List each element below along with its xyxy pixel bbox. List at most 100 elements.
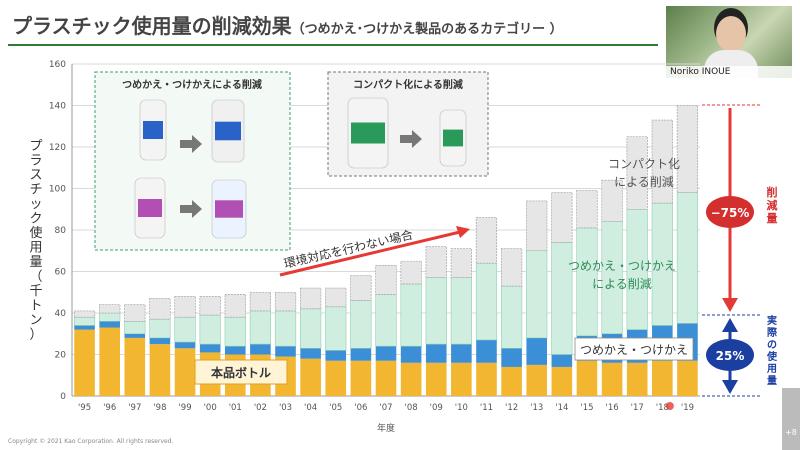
bar-segment xyxy=(400,283,422,347)
bar-segment xyxy=(124,333,146,338)
reduction-pct: −75% xyxy=(711,206,750,220)
bar-segment xyxy=(224,294,246,318)
inset-refill-title: つめかえ・つけかえによる削減 xyxy=(122,78,262,91)
bar-segment xyxy=(325,350,347,361)
bottle-label-box xyxy=(194,359,288,385)
x-tick-label: '97 xyxy=(128,403,141,413)
bar-segment xyxy=(325,287,347,308)
x-tick-label: '13 xyxy=(530,403,543,413)
x-tick-label: '08 xyxy=(405,403,418,413)
bar-segment xyxy=(375,360,397,396)
page-badge[interactable]: +8 xyxy=(782,388,800,450)
y-tick-label: 80 xyxy=(55,226,67,236)
x-tick-label: '04 xyxy=(304,403,317,413)
subtitle-text: （つめかえ･つけかえ製品のあるカテゴリー ） xyxy=(291,22,563,37)
y-axis-label-char: ク xyxy=(29,212,42,227)
bar-segment xyxy=(275,346,296,357)
bar-segment xyxy=(174,316,196,343)
y-axis-label-char: チ xyxy=(29,183,42,198)
bar-segment xyxy=(450,277,472,345)
y-axis-label-char: 量 xyxy=(29,255,42,270)
x-tick-label: '05 xyxy=(329,403,342,413)
y-tick-label: 140 xyxy=(49,102,66,112)
y-tick-label: 120 xyxy=(49,143,66,153)
actual-label-char: 実 xyxy=(767,314,777,327)
cursor-dot xyxy=(665,402,674,410)
bar-segment xyxy=(149,344,171,396)
bar-segment xyxy=(475,217,498,264)
inset-refill-box xyxy=(94,71,291,251)
y-tick-label: 40 xyxy=(55,309,67,319)
bar-segment xyxy=(350,360,372,396)
actual-arrow-head-up xyxy=(722,318,738,332)
y-axis-label-char: 千 xyxy=(29,284,42,299)
bar-segment xyxy=(476,362,497,396)
y-tick-label: 0 xyxy=(60,392,66,402)
bar-segment xyxy=(99,327,120,396)
bar-segment xyxy=(300,348,321,359)
bar-segment xyxy=(501,348,522,367)
actual-arrow-head-down xyxy=(722,380,738,394)
reduction-label-char: 量 xyxy=(767,212,778,225)
bar-segment xyxy=(601,179,623,222)
y-axis-label-char: プ xyxy=(29,139,42,154)
x-tick-label: '19 xyxy=(681,403,694,413)
y-axis-label-char: ス xyxy=(29,168,42,183)
product-label xyxy=(215,121,241,141)
y-tick-label: 60 xyxy=(55,268,67,278)
bar-segment xyxy=(626,362,648,396)
x-tick-label: '09 xyxy=(430,403,443,413)
bar-segment xyxy=(74,329,95,396)
bar-segment xyxy=(149,298,171,320)
bar-segment xyxy=(350,300,372,349)
refill-reduction-label: つめかえ・つけかえ xyxy=(568,259,676,273)
inset-compact-title: コンパクト化による削減 xyxy=(353,78,463,91)
bar-segment xyxy=(300,358,321,396)
bar-segment xyxy=(249,291,271,312)
y-tick-label: 20 xyxy=(55,351,67,361)
bar-segment xyxy=(99,312,121,322)
bar-segment xyxy=(149,318,171,339)
bar-segment xyxy=(450,248,472,279)
y-axis-label-char: ラ xyxy=(29,154,42,169)
bar-segment xyxy=(199,314,221,345)
bar-segment xyxy=(475,262,498,341)
bar-segment xyxy=(224,346,246,355)
bar-segment xyxy=(425,362,447,396)
actual-pct: 25% xyxy=(716,349,745,363)
reduction-label-char: 減 xyxy=(767,198,778,212)
bar-segment xyxy=(250,344,271,355)
refill-label-box xyxy=(574,337,694,361)
x-tick-label: '06 xyxy=(354,403,367,413)
compact-reduction-label: による削減 xyxy=(614,174,674,189)
webcam-thumbnail[interactable]: Noriko INOUE xyxy=(666,6,792,78)
x-tick-label: '12 xyxy=(505,403,518,413)
bar-segment xyxy=(626,136,648,210)
bar-segment xyxy=(375,294,397,347)
bar-segment xyxy=(174,342,196,349)
x-tick-label: '03 xyxy=(279,403,292,413)
product-label xyxy=(143,121,163,139)
bar-segment xyxy=(576,190,598,229)
bar-segment xyxy=(425,344,447,363)
x-tick-label: '96 xyxy=(103,403,116,413)
bar-segment xyxy=(526,200,548,252)
reduction-arrow-head xyxy=(722,298,738,312)
bar-segment xyxy=(174,348,196,396)
x-tick-label: '98 xyxy=(153,403,166,413)
bar-segment xyxy=(651,119,673,204)
y-axis-label: プラスチック使用量（千トン） xyxy=(29,139,42,343)
y-axis-label-char: （ xyxy=(29,270,42,285)
bar-segment xyxy=(249,310,271,345)
bar-segment xyxy=(375,264,397,295)
bar-segment xyxy=(274,310,297,347)
actual-label-char: の xyxy=(767,340,777,351)
trend-arrow-head xyxy=(456,226,470,238)
refill-label: つめかえ・つけかえ xyxy=(580,343,688,357)
reduction-label: 削減量 xyxy=(767,185,778,225)
arrow-icon xyxy=(400,130,422,148)
x-tick-label: '01 xyxy=(229,403,242,413)
bar-segment xyxy=(551,192,573,243)
bar-segment xyxy=(124,320,146,335)
bar-segment xyxy=(451,344,472,363)
